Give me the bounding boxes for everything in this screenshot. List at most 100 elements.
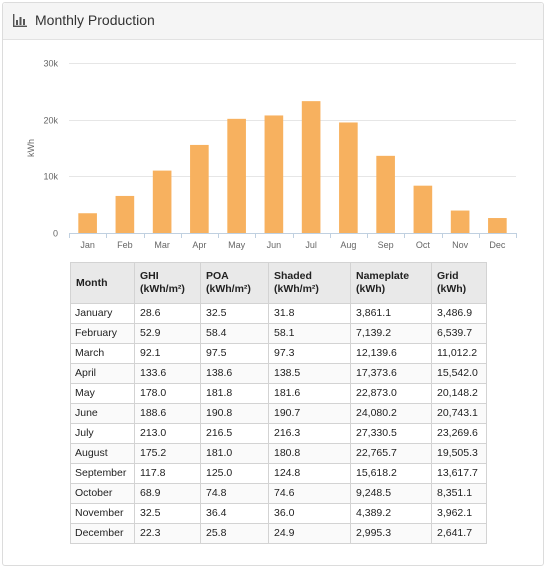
table-row: March 92.1 97.5 97.3 12,139.6 11,012.2 <box>70 343 487 364</box>
cell-shaded: 180.8 <box>268 443 351 464</box>
cell-grid: 6,539.7 <box>431 323 487 344</box>
table-header-row: Month GHI (kWh/m²) POA (kWh/m²) Shaded (kWh… <box>70 262 487 304</box>
cell-shaded: 97.3 <box>268 343 351 364</box>
cell-shaded: 124.8 <box>268 463 351 484</box>
bar-mar <box>152 170 172 233</box>
x-tick-label: Sep <box>378 240 394 250</box>
x-tick-label: Feb <box>117 240 133 250</box>
cell-shaded: 190.7 <box>268 403 351 424</box>
column-header-ghi: GHI (kWh/m²) <box>134 262 201 304</box>
y-axis-label: kWh <box>26 139 36 157</box>
cell-shaded: 74.6 <box>268 483 351 504</box>
x-tick-label: Oct <box>416 240 431 250</box>
cell-nameplate: 27,330.5 <box>350 423 432 444</box>
cell-ghi: 92.1 <box>134 343 201 364</box>
bar-aug <box>339 122 358 233</box>
table-row: May 178.0 181.8 181.6 22,873.0 20,148.2 <box>70 383 487 404</box>
cell-grid: 3,486.9 <box>431 303 487 324</box>
cell-nameplate: 9,248.5 <box>350 483 432 504</box>
table-row: October 68.9 74.8 74.6 9,248.5 8,351.1 <box>70 483 487 504</box>
cell-nameplate: 17,373.6 <box>350 363 432 384</box>
cell-nameplate: 12,139.6 <box>350 343 432 364</box>
table-row: December 22.3 25.8 24.9 2,995.3 2,641.7 <box>70 523 487 544</box>
cell-poa: 97.5 <box>200 343 269 364</box>
cell-poa: 216.5 <box>200 423 269 444</box>
cell-ghi: 22.3 <box>134 523 201 544</box>
cell-poa: 138.6 <box>200 363 269 384</box>
cell-grid: 8,351.1 <box>431 483 487 504</box>
table-row: February 52.9 58.4 58.1 7,139.2 6,539.7 <box>70 323 487 344</box>
bar-jun <box>264 115 284 233</box>
cell-shaded: 31.8 <box>268 303 351 324</box>
bar-nov <box>450 210 470 233</box>
column-header-grid: Grid (kWh) <box>431 262 487 304</box>
bar-jul <box>301 101 321 233</box>
cell-poa: 36.4 <box>200 503 269 524</box>
cell-grid: 2,641.7 <box>431 523 487 544</box>
table-row: June 188.6 190.8 190.7 24,080.2 20,743.1 <box>70 403 487 424</box>
y-tick-label: 30k <box>43 59 58 69</box>
cell-month: February <box>70 323 135 344</box>
cell-month: March <box>70 343 135 364</box>
monthly-production-chart: 0 10k 20k 30k kWh Jan Feb Mar Apr May Jun Jul Aug Sep… <box>26 59 517 250</box>
column-header-shaded: Shaded (kWh/m²) <box>268 262 351 304</box>
cell-poa: 181.0 <box>200 443 269 464</box>
cell-shaded: 181.6 <box>268 383 351 404</box>
cell-month: July <box>70 423 135 444</box>
bar-jan <box>78 213 97 233</box>
x-tick-label: May <box>228 240 246 250</box>
cell-ghi: 68.9 <box>134 483 201 504</box>
panel-header: Monthly Production <box>3 3 543 40</box>
cell-shaded: 58.1 <box>268 323 351 344</box>
cell-ghi: 175.2 <box>134 443 201 464</box>
table-row: April 133.6 138.6 138.5 17,373.6 15,542.0 <box>70 363 487 384</box>
panel-title: Monthly Production <box>35 12 155 28</box>
cell-nameplate: 15,618.2 <box>350 463 432 484</box>
x-tick-label: Jan <box>80 240 95 250</box>
cell-grid: 3,962.1 <box>431 503 487 524</box>
cell-grid: 11,012.2 <box>431 343 487 364</box>
cell-ghi: 32.5 <box>134 503 201 524</box>
cell-ghi: 28.6 <box>134 303 201 324</box>
cell-nameplate: 22,765.7 <box>350 443 432 464</box>
production-table: Month GHI (kWh/m²) POA (kWh/m²) Shaded (kWh… <box>70 262 487 544</box>
cell-grid: 23,269.6 <box>431 423 487 444</box>
cell-poa: 125.0 <box>200 463 269 484</box>
cell-nameplate: 22,873.0 <box>350 383 432 404</box>
column-header-month: Month <box>70 262 135 304</box>
table-row: July 213.0 216.5 216.3 27,330.5 23,269.6 <box>70 423 487 444</box>
column-header-nameplate: Nameplate (kWh) <box>350 262 432 304</box>
cell-grid: 19,505.3 <box>431 443 487 464</box>
cell-month: September <box>70 463 135 484</box>
cell-shaded: 24.9 <box>268 523 351 544</box>
cell-ghi: 188.6 <box>134 403 201 424</box>
x-tick-label: Aug <box>340 240 356 250</box>
cell-month: October <box>70 483 135 504</box>
x-tick-label: Apr <box>192 240 206 250</box>
cell-month: January <box>70 303 135 324</box>
cell-poa: 32.5 <box>200 303 269 324</box>
table-body: January 28.6 32.5 31.8 3,861.1 3,486.9 Februar… <box>70 303 487 544</box>
cell-ghi: 52.9 <box>134 323 201 344</box>
cell-ghi: 213.0 <box>134 423 201 444</box>
column-header-poa: POA (kWh/m²) <box>200 262 269 304</box>
cell-poa: 190.8 <box>200 403 269 424</box>
cell-nameplate: 2,995.3 <box>350 523 432 544</box>
cell-month: May <box>70 383 135 404</box>
bar-may <box>227 118 246 233</box>
y-tick-label: 10k <box>43 172 58 182</box>
x-tick-label: Jun <box>267 240 282 250</box>
x-tick-label: Dec <box>489 240 506 250</box>
bar-apr <box>190 144 209 233</box>
cell-poa: 25.8 <box>200 523 269 544</box>
cell-month: December <box>70 523 135 544</box>
cell-ghi: 178.0 <box>134 383 201 404</box>
cell-ghi: 133.6 <box>134 363 201 384</box>
cell-grid: 13,617.7 <box>431 463 487 484</box>
table-row: September 117.8 125.0 124.8 15,618.2 13,617.7 <box>70 463 487 484</box>
cell-nameplate: 24,080.2 <box>350 403 432 424</box>
table-row: August 175.2 181.0 180.8 22,765.7 19,505.3 <box>70 443 487 464</box>
cell-poa: 74.8 <box>200 483 269 504</box>
cell-month: April <box>70 363 135 384</box>
cell-shaded: 36.0 <box>268 503 351 524</box>
